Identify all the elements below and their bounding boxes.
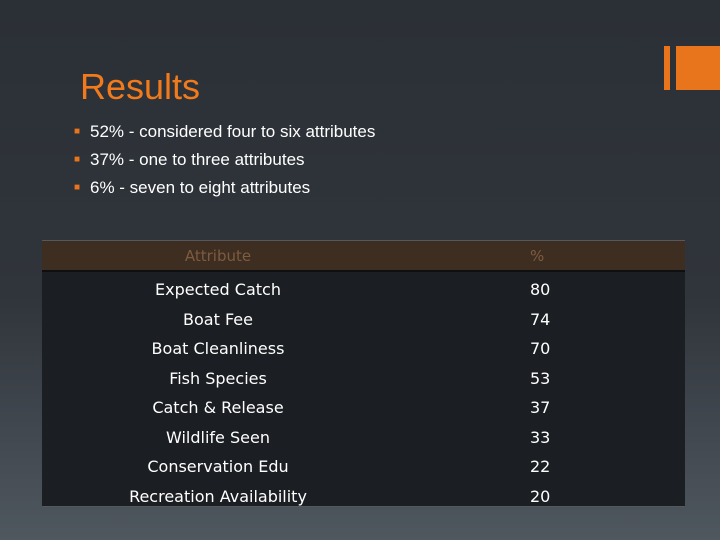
table-row: Expected Catch 80 [42,275,685,305]
cell-attribute: Catch & Release [152,398,284,417]
cell-attribute: Expected Catch [155,280,281,299]
cell-percent: 70 [530,339,551,358]
cell-percent: 74 [530,309,551,329]
accent-bar-thin [664,46,670,90]
results-table: Attribute % Expected Catch 80 Boat Fee 74 … [42,240,685,507]
table-row: Catch & Release 37 [42,393,685,423]
square-bullet-icon: ■ [74,182,81,193]
header-percent: % [530,246,545,265]
cell-attribute: Recreation Availability [129,486,307,506]
cell-percent: 53 [530,368,551,388]
table-row: Fish Species 53 [42,364,685,394]
bullet-text: 52% - considered four to six attributes [90,122,376,141]
table-header-row: Attribute % [42,240,685,272]
table-row: Wildlife Seen 33 [42,423,685,453]
bullet-item: ■ 52% - considered four to six attributes [74,118,375,146]
cell-attribute: Conservation Edu [147,457,289,476]
table-row: Recreation Availability 20 [42,482,685,512]
table-body: Expected Catch 80 Boat Fee 74 Boat Cleanli… [42,272,685,511]
table-row: Boat Fee 74 [42,305,685,335]
cell-percent: 20 [530,486,551,506]
header-attribute: Attribute [184,246,252,265]
table-row: Conservation Edu 22 [42,452,685,482]
cell-attribute: Wildlife Seen [166,427,270,447]
cell-attribute: Fish Species [169,368,267,388]
bullet-item: ■ 6% - seven to eight attributes [74,174,375,202]
square-bullet-icon: ■ [74,126,81,137]
cell-attribute: Boat Fee [183,309,253,329]
bullet-list: ■ 52% - considered four to six attributes… [74,118,375,202]
cell-percent: 22 [530,457,551,476]
cell-percent: 33 [530,427,551,447]
cell-percent: 37 [530,398,551,417]
square-bullet-icon: ■ [74,154,81,165]
accent-bar-block [676,46,720,90]
table-row: Boat Cleanliness 70 [42,334,685,364]
cell-attribute: Boat Cleanliness [151,339,285,358]
bullet-text: 37% - one to three attributes [90,150,305,169]
cell-percent: 80 [530,280,551,299]
bullet-text: 6% - seven to eight attributes [90,178,311,197]
bullet-item: ■ 37% - one to three attributes [74,146,375,174]
slide-title: Results [80,66,201,107]
